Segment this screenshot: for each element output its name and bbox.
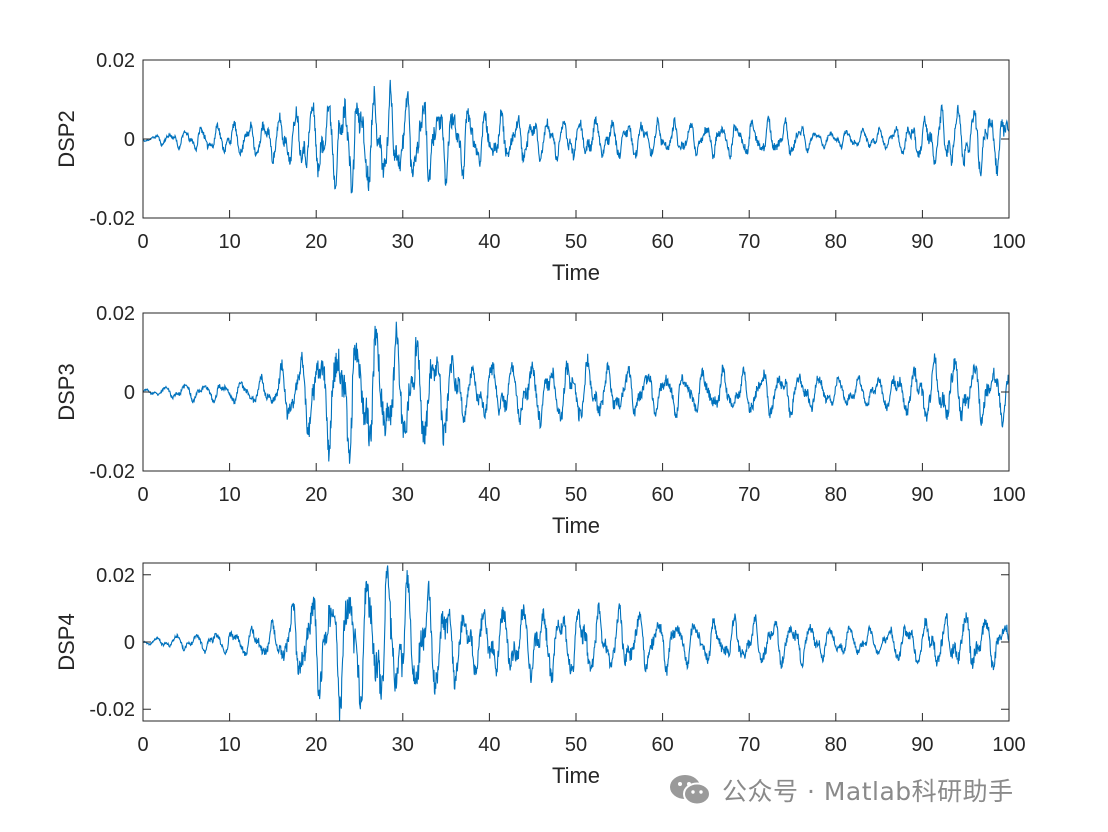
x-tick-label: 20 — [305, 484, 327, 506]
x-tick-label: 70 — [738, 231, 760, 253]
x-tick-label: 10 — [218, 231, 240, 253]
y-axis-label: DSP3 — [54, 363, 79, 420]
x-tick-label: 50 — [565, 484, 587, 506]
x-tick-label: 30 — [392, 231, 414, 253]
x-tick-label: 30 — [392, 734, 414, 756]
x-tick-label: 50 — [565, 231, 587, 253]
wechat-icon — [670, 775, 711, 806]
x-axis-label: Time — [552, 260, 600, 285]
x-axis-label: Time — [552, 763, 600, 788]
y-tick-label: 0 — [124, 382, 135, 404]
x-tick-label: 90 — [911, 231, 933, 253]
y-tick-label: -0.02 — [89, 461, 135, 483]
x-tick-label: 50 — [565, 734, 587, 756]
x-tick-label: 70 — [738, 734, 760, 756]
series-line-1 — [143, 79, 1009, 194]
x-tick-label: 80 — [825, 734, 847, 756]
x-tick-label: 40 — [478, 231, 500, 253]
x-tick-label: 0 — [137, 734, 148, 756]
x-tick-label: 40 — [478, 734, 500, 756]
axes-box — [142, 562, 1010, 722]
x-tick-label: 10 — [218, 734, 240, 756]
y-tick-label: 0.02 — [96, 50, 135, 72]
x-tick-label: 0 — [137, 231, 148, 253]
series-line-3 — [143, 565, 1009, 721]
x-tick-label: 100 — [992, 484, 1025, 506]
y-tick-label: -0.02 — [89, 699, 135, 721]
x-tick-label: 60 — [651, 231, 673, 253]
x-tick-label: 60 — [651, 484, 673, 506]
x-tick-label: 10 — [218, 484, 240, 506]
x-tick-label: 40 — [478, 484, 500, 506]
x-tick-label: 60 — [651, 734, 673, 756]
watermark: 公众号 · Matlab科研助手 — [668, 770, 1014, 810]
x-tick-label: 80 — [825, 231, 847, 253]
y-tick-label: 0 — [124, 129, 135, 151]
watermark-text: 公众号 · Matlab科研助手 — [722, 777, 1014, 806]
x-tick-label: 90 — [911, 484, 933, 506]
x-tick-label: 90 — [911, 734, 933, 756]
y-tick-label: -0.02 — [89, 208, 135, 230]
y-tick-label: 0.02 — [96, 565, 135, 587]
x-tick-label: 0 — [137, 484, 148, 506]
x-tick-label: 70 — [738, 484, 760, 506]
series-line-2 — [143, 321, 1009, 464]
y-tick-label: 0.02 — [96, 303, 135, 325]
x-axis-label: Time — [552, 513, 600, 538]
y-tick-label: 0 — [124, 632, 135, 654]
x-tick-label: 20 — [305, 734, 327, 756]
x-tick-label: 20 — [305, 231, 327, 253]
x-tick-label: 100 — [992, 231, 1025, 253]
x-tick-label: 80 — [825, 484, 847, 506]
y-axis-label: DSP4 — [54, 613, 79, 670]
y-axis-label: DSP2 — [54, 110, 79, 167]
x-tick-label: 100 — [992, 734, 1025, 756]
x-tick-label: 30 — [392, 484, 414, 506]
